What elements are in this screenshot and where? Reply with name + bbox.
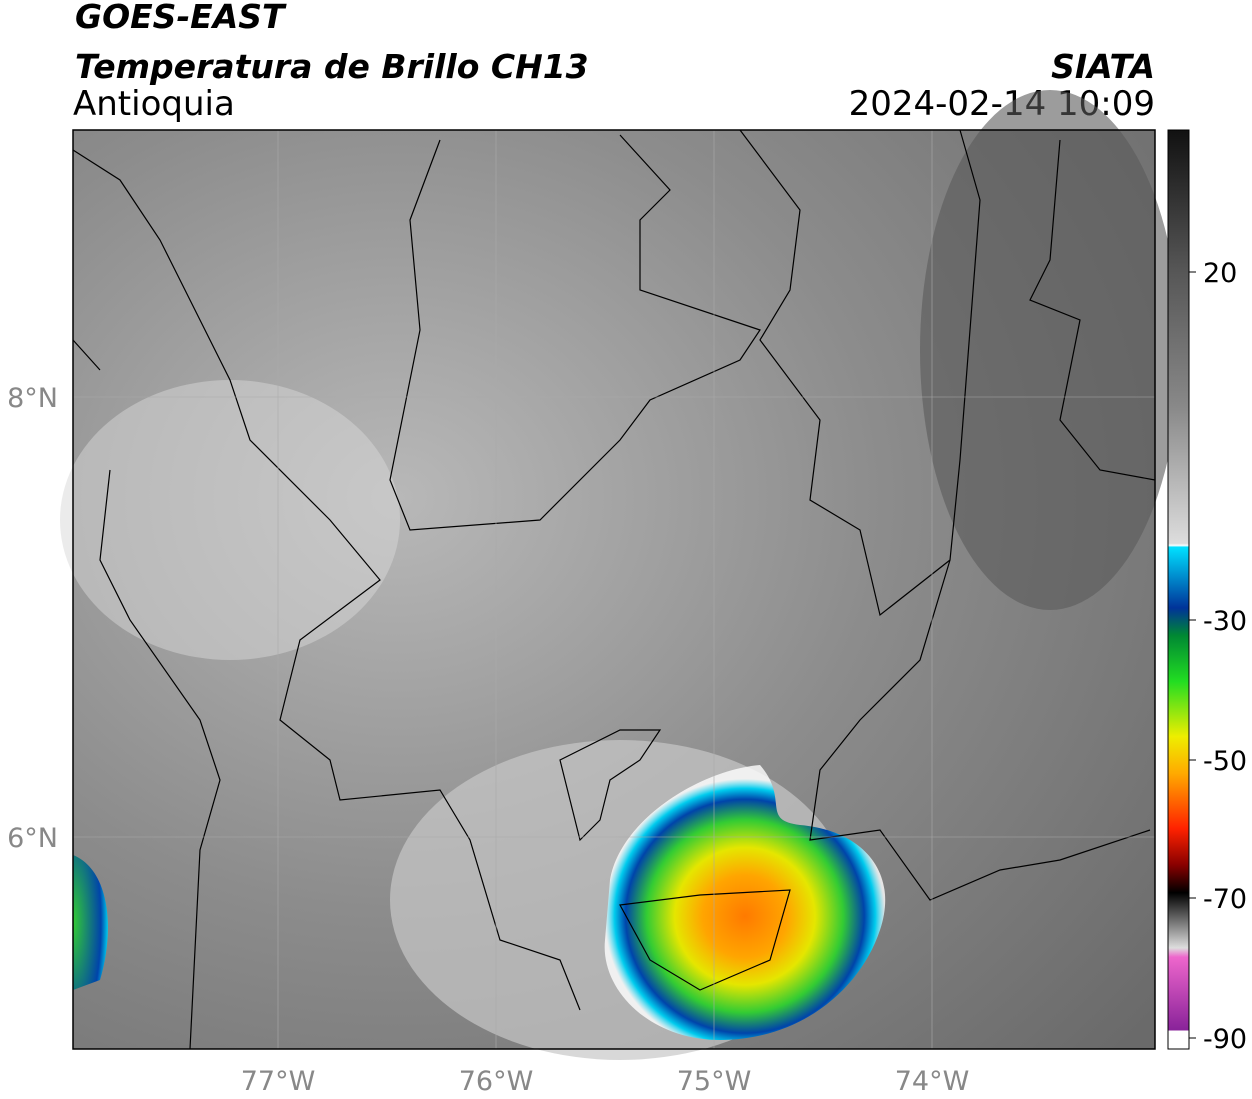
map-frame [72, 129, 1156, 1050]
cloud-area [60, 380, 400, 660]
lon-label: 77°W [241, 1066, 316, 1097]
colorbar-label: -90 [1203, 1024, 1247, 1055]
storm-cloud [73, 855, 108, 990]
source: SIATA [1051, 47, 1155, 86]
graticule [73, 130, 1155, 1049]
borders [72, 129, 1156, 1050]
labels: 8°N 6°N 77°W 76°W 75°W 74°W 20 -30 -50 -70 -90 [7, 258, 1247, 1097]
map [60, 90, 1180, 1060]
lat-label: 8°N [7, 383, 58, 414]
lon-label: 75°W [677, 1066, 752, 1097]
colorbar-label: 20 [1203, 258, 1237, 289]
colorbar-label: -70 [1203, 884, 1247, 915]
region: Antioquia [73, 84, 235, 124]
lon-label: 76°W [459, 1066, 534, 1097]
colorbar-label: -30 [1203, 606, 1247, 637]
colorbar-label: -50 [1203, 746, 1247, 777]
storm-cloud [604, 765, 886, 1040]
lat-label: 6°N [7, 823, 58, 854]
subtitle: Temperatura de Brillo CH13 [75, 47, 589, 86]
dark-area [920, 90, 1180, 610]
colorbar [1167, 129, 1190, 1050]
lon-label: 74°W [895, 1066, 970, 1097]
title: GOES-EAST [75, 0, 287, 36]
